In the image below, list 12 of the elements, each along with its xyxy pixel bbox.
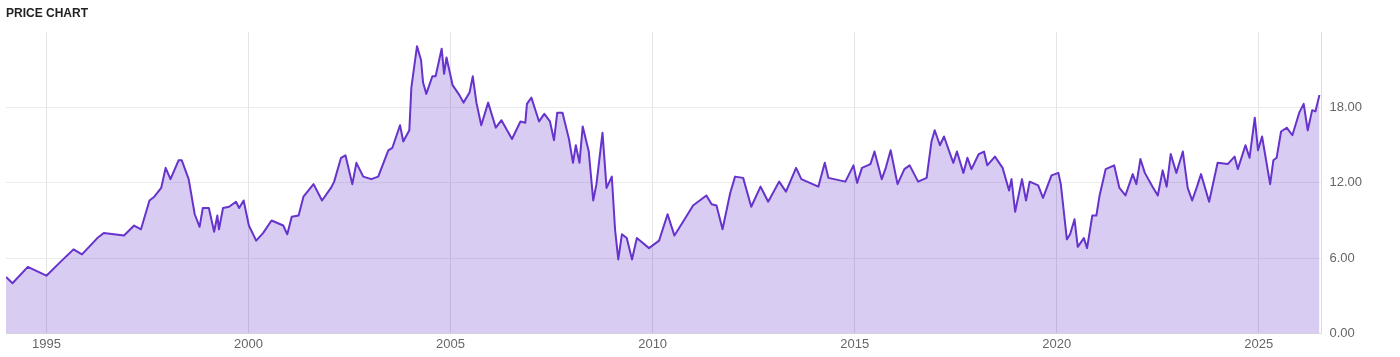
x-tick-label: 1995 <box>31 335 61 351</box>
x-tick-label: 2025 <box>1244 335 1274 351</box>
x-tick-label: 2005 <box>436 335 466 351</box>
y-tick-label: 12.00 <box>1329 174 1363 190</box>
x-tick-label: 2015 <box>840 335 870 351</box>
y-tick-label: 0.00 <box>1329 324 1355 340</box>
y-tick-label: 18.00 <box>1329 99 1363 115</box>
y-tick-label: 6.00 <box>1329 249 1355 265</box>
x-tick-label: 2000 <box>234 335 263 351</box>
x-tick-label: 2020 <box>1042 335 1072 351</box>
chart-title: PRICE CHART <box>6 5 89 20</box>
x-tick-label: 2010 <box>638 335 668 351</box>
